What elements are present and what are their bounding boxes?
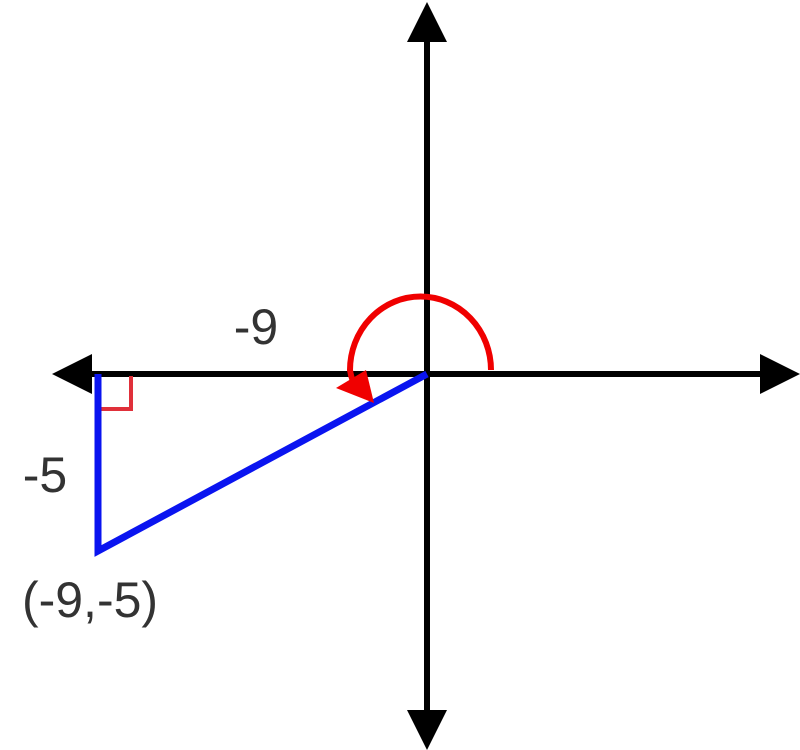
right-angle-marker	[98, 376, 133, 411]
vertical-leg-label: -5	[23, 447, 67, 503]
triangle	[94, 370, 429, 557]
x-axis-arrow-right	[760, 354, 800, 394]
horizontal-leg-label: -9	[234, 299, 278, 355]
x-axis-arrow-left	[52, 354, 92, 394]
y-axis-arrow-up	[407, 2, 447, 42]
y-axis-arrow-down	[407, 710, 447, 750]
angle-arrowhead	[336, 370, 374, 403]
point-label: (-9,-5)	[22, 572, 158, 628]
angle-arc	[346, 293, 494, 395]
